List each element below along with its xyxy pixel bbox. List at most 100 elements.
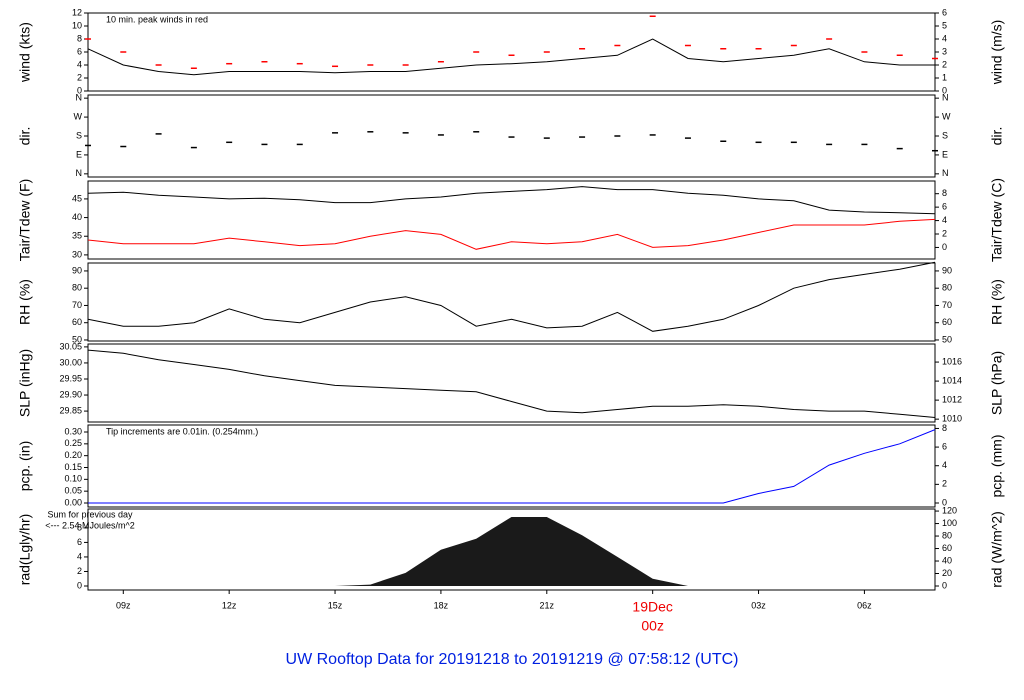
y-tick-label: 90	[72, 265, 82, 275]
panel-frame	[87, 94, 936, 178]
annotation: Sum for previous day	[47, 509, 133, 519]
y-axis-title: Tair/Tdew (F)	[17, 179, 33, 261]
y2-tick-label: E	[942, 149, 948, 159]
y2-tick-label: 1	[942, 72, 947, 82]
y2-tick-label: S	[942, 130, 948, 140]
y-tick-label: 0.30	[64, 426, 82, 436]
y-tick-label: 0	[77, 85, 82, 95]
y2-tick-label: 100	[942, 518, 957, 528]
y2-tick-label: N	[942, 93, 949, 103]
y-axis-title: wind (kts)	[17, 22, 33, 83]
panel-frame	[87, 343, 936, 423]
y2-tick-label: 0	[942, 242, 947, 252]
y-tick-label: 2	[77, 72, 82, 82]
y2-tick-label: 4	[942, 33, 947, 43]
x-date-label: 00z	[641, 618, 664, 634]
x-tick-label: 06z	[857, 600, 872, 610]
y-tick-label: 29.95	[59, 373, 82, 383]
x-tick-label: 12z	[222, 600, 237, 610]
line	[87, 349, 936, 418]
y-tick-label: 29.90	[59, 389, 82, 399]
panel-frame	[87, 12, 936, 92]
area	[88, 517, 935, 586]
panel-frame	[87, 262, 936, 342]
y-tick-label: 70	[72, 300, 82, 310]
y-tick-label: N	[76, 93, 83, 103]
y2-tick-label: 1016	[942, 356, 962, 366]
y-tick-label: 10	[72, 20, 82, 30]
y-tick-label: 30	[72, 249, 82, 259]
y2-tick-label: 40	[942, 555, 952, 565]
y2-tick-label: 3	[942, 46, 947, 56]
line	[87, 38, 935, 76]
y2-tick-label: 80	[942, 530, 952, 540]
y-tick-label: 2	[77, 566, 82, 576]
y2-axis-title: RH (%)	[989, 279, 1005, 325]
panel-frame	[87, 508, 936, 591]
y2-axis-title: pcp. (mm)	[989, 435, 1005, 498]
y2-tick-label: 4	[942, 460, 947, 470]
y2-tick-label: 80	[942, 283, 952, 293]
y2-tick-label: 50	[942, 334, 952, 344]
y2-tick-label: 1012	[942, 394, 962, 404]
y-tick-label: 30.05	[59, 341, 82, 351]
y-tick-label: S	[76, 130, 82, 140]
annotation: Tip increments are 0.01in. (0.254mm.)	[106, 426, 258, 436]
y2-tick-label: 70	[942, 300, 952, 310]
y-axis-title: SLP (inHg)	[17, 349, 33, 417]
y2-tick-label: 8	[942, 423, 947, 433]
page-title: UW Rooftop Data for 20191218 to 20191219…	[286, 651, 739, 668]
y-tick-label: 0.10	[64, 474, 82, 484]
y-tick-label: 0.00	[64, 497, 82, 507]
y-tick-label: 0.25	[64, 438, 82, 448]
y-tick-label: 4	[77, 551, 82, 561]
y-tick-label: 30.00	[59, 357, 82, 367]
y2-tick-label: 6	[942, 202, 947, 212]
y-tick-label: 45	[72, 193, 82, 203]
y-tick-label: 0.20	[64, 450, 82, 460]
line	[88, 429, 936, 504]
y-tick-label: 80	[72, 283, 82, 293]
y2-axis-title: Tair/Tdew (C)	[989, 178, 1005, 262]
y2-tick-label: W	[942, 111, 951, 121]
y2-tick-label: 0	[942, 497, 947, 507]
y2-axis-title: wind (m/s)	[989, 20, 1005, 86]
y2-axis-title: SLP (hPa)	[989, 351, 1005, 415]
y2-tick-label: 6	[942, 441, 947, 451]
y-tick-label: 8	[77, 522, 82, 532]
y2-tick-label: 1014	[942, 375, 962, 385]
annotation: 10 min. peak winds in red	[106, 14, 208, 24]
panel-frame	[87, 180, 936, 260]
x-tick-label: 21z	[540, 600, 555, 610]
x-date: 19Dec	[632, 599, 672, 615]
y-tick-label: 4	[77, 59, 82, 69]
y-tick-label: 8	[77, 33, 82, 43]
y2-tick-label: 8	[942, 188, 947, 198]
y-tick-label: 35	[72, 231, 82, 241]
y2-tick-label: 20	[942, 568, 952, 578]
y2-tick-label: 60	[942, 543, 952, 553]
y2-tick-label: 1010	[942, 414, 962, 424]
x-tick-label: 03z	[751, 600, 766, 610]
y-tick-label: 6	[77, 537, 82, 547]
y-tick-label: 60	[72, 317, 82, 327]
y2-tick-label: 6	[942, 7, 947, 17]
panel-frame	[87, 424, 936, 508]
y-tick-label: 0.15	[64, 462, 82, 472]
y2-tick-label: 0	[942, 85, 947, 95]
y2-tick-label: 90	[942, 265, 952, 275]
y-tick-label: 0.05	[64, 486, 82, 496]
y-tick-label: 6	[77, 46, 82, 56]
y2-tick-label: 120	[942, 505, 957, 515]
y-axis-title: RH (%)	[17, 279, 33, 325]
x-tick-label: 18z	[434, 600, 449, 610]
y2-tick-label: 60	[942, 317, 952, 327]
y-tick-label: W	[74, 111, 83, 121]
y2-tick-label: 2	[942, 479, 947, 489]
y2-tick-label: 0	[942, 580, 947, 590]
y2-axis-title: dir.	[989, 127, 1005, 146]
y2-axis-title: rad (W/m^2)	[989, 511, 1005, 588]
y2-tick-label: 2	[942, 59, 947, 69]
y2-tick-label: N	[942, 168, 949, 178]
